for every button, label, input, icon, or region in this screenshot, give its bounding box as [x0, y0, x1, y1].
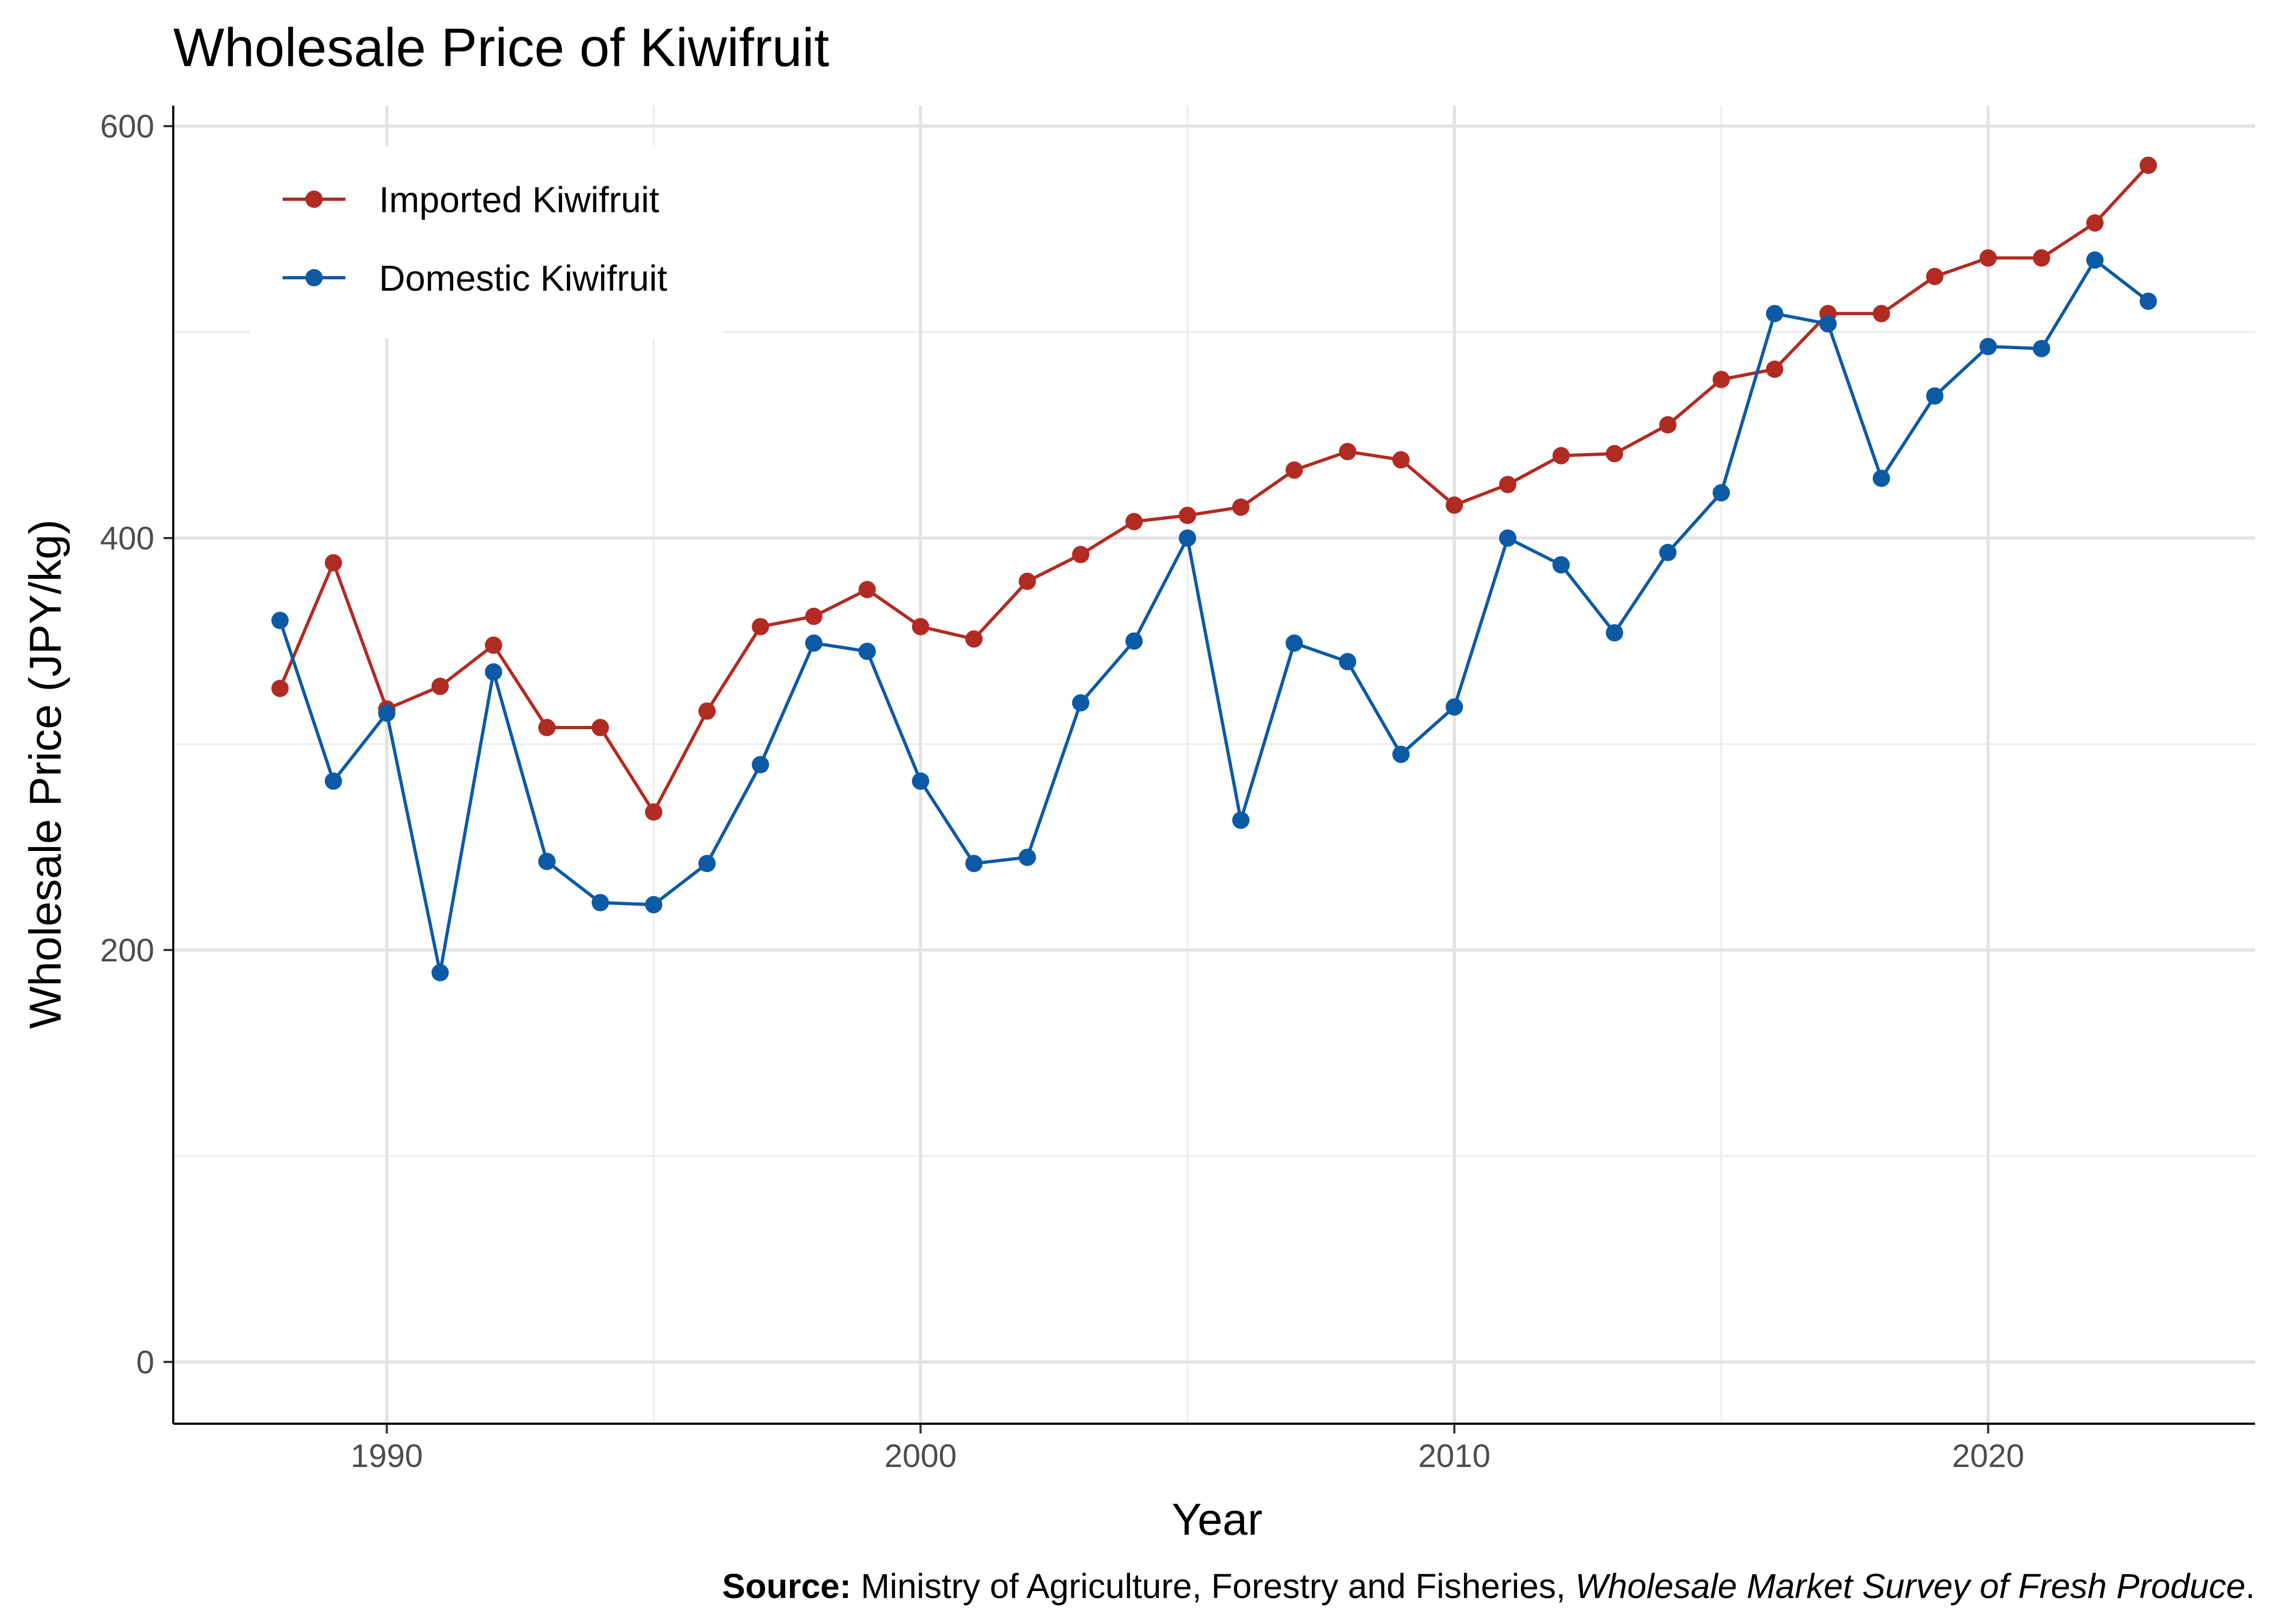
- source-caption: Source: Ministry of Agriculture, Forestr…: [722, 1567, 2255, 1606]
- legend-key-point: [305, 269, 323, 286]
- series-point-1: [858, 643, 876, 660]
- legend-label: Domestic Kiwifruit: [379, 258, 668, 299]
- series-point-0: [1338, 443, 1356, 461]
- y-tick-label: 600: [100, 108, 154, 145]
- series-point-1: [271, 612, 289, 630]
- series-point-0: [1979, 249, 1997, 267]
- series-point-0: [1125, 513, 1143, 531]
- series-point-0: [1766, 361, 1783, 378]
- series-point-1: [538, 853, 556, 870]
- series-layer: [271, 156, 2157, 981]
- series-point-0: [2033, 249, 2050, 267]
- series-point-0: [1605, 444, 1623, 462]
- series-point-1: [1605, 624, 1623, 641]
- series-point-0: [1285, 461, 1303, 479]
- legend-label: Imported Kiwifruit: [379, 180, 659, 220]
- series-point-1: [2086, 251, 2104, 269]
- series-point-1: [1819, 315, 1837, 333]
- series-point-1: [1499, 529, 1517, 547]
- series-point-0: [591, 719, 609, 737]
- x-tick-label: 2010: [1418, 1438, 1490, 1474]
- series-point-0: [645, 803, 663, 821]
- series-point-0: [485, 636, 502, 654]
- series-point-0: [698, 702, 716, 720]
- source-text: Ministry of Agriculture, Forestry and Fi…: [861, 1567, 1566, 1606]
- y-tick-label: 200: [100, 932, 154, 968]
- series-point-1: [431, 964, 449, 981]
- series-point-1: [1392, 745, 1410, 763]
- series-point-0: [2139, 156, 2157, 174]
- series-point-0: [752, 618, 769, 636]
- series-point-1: [485, 663, 502, 681]
- axes: [164, 106, 2255, 1433]
- source-end: .: [2245, 1567, 2255, 1606]
- source-publication: Wholesale Market Survey of Fresh Produce: [1575, 1567, 2245, 1606]
- x-tick-label: 2000: [885, 1438, 957, 1474]
- series-point-1: [1232, 811, 1250, 829]
- series-point-1: [965, 855, 983, 873]
- series-point-1: [1179, 529, 1197, 547]
- series-point-1: [2033, 339, 2050, 357]
- series-point-0: [805, 607, 823, 625]
- series-point-1: [805, 634, 823, 652]
- series-point-0: [431, 677, 449, 695]
- tick-labels: 1990 2000 2010 2020 0 200 400 600: [100, 108, 2024, 1474]
- series-line-0: [278, 164, 2150, 814]
- series-point-0: [1446, 496, 1463, 514]
- y-tick-label: 0: [136, 1344, 154, 1380]
- series-point-0: [1179, 507, 1197, 525]
- series-point-0: [912, 618, 930, 636]
- x-tick-label: 2020: [1952, 1438, 2024, 1474]
- x-tick-label: 1990: [351, 1438, 423, 1474]
- chart-title: Wholesale Price of Kiwifruit: [173, 17, 829, 78]
- series-point-0: [1552, 447, 1570, 464]
- x-axis-title: Year: [1172, 1494, 1263, 1544]
- series-point-1: [1659, 543, 1677, 561]
- series-point-1: [1446, 698, 1463, 716]
- series-point-1: [1338, 653, 1356, 671]
- series-point-0: [324, 554, 342, 572]
- series-point-0: [1499, 476, 1517, 494]
- series-point-1: [1713, 484, 1730, 502]
- series-point-1: [1072, 694, 1090, 712]
- series-point-1: [1926, 387, 1944, 405]
- y-tick-label: 400: [100, 520, 154, 556]
- series-point-0: [538, 719, 556, 737]
- series-point-1: [1018, 848, 1036, 866]
- series-point-0: [1872, 305, 1890, 323]
- series-point-1: [1872, 469, 1890, 487]
- series-point-1: [752, 756, 769, 774]
- series-point-1: [2139, 292, 2157, 310]
- series-point-1: [698, 855, 716, 873]
- y-axis-title: Wholesale Price (JPY/kg): [20, 520, 70, 1029]
- series-point-0: [2086, 214, 2104, 232]
- series-point-0: [271, 679, 289, 697]
- series-point-0: [1659, 416, 1677, 434]
- series-point-1: [645, 896, 663, 914]
- series-point-1: [591, 894, 609, 912]
- series-point-0: [1713, 371, 1730, 389]
- series-point-1: [1979, 338, 1997, 356]
- legend-key-point: [305, 191, 323, 208]
- series-point-0: [1926, 267, 1944, 285]
- series-line-1: [278, 258, 2149, 974]
- series-point-1: [324, 772, 342, 790]
- series-point-1: [1766, 305, 1783, 323]
- series-point-0: [1018, 572, 1036, 590]
- legend-background: [250, 146, 721, 338]
- source-label: Source:: [722, 1567, 851, 1606]
- series-point-0: [965, 630, 983, 648]
- series-point-0: [858, 581, 876, 599]
- series-point-0: [1232, 498, 1250, 516]
- series-point-1: [912, 772, 930, 790]
- legend: Imported Kiwifruit Domestic Kiwifruit: [250, 146, 721, 338]
- series-point-1: [1552, 556, 1570, 574]
- series-point-0: [1392, 451, 1410, 469]
- series-point-0: [1072, 546, 1090, 564]
- series-point-1: [1125, 632, 1143, 650]
- series-point-1: [378, 704, 396, 722]
- series-point-1: [1285, 634, 1303, 652]
